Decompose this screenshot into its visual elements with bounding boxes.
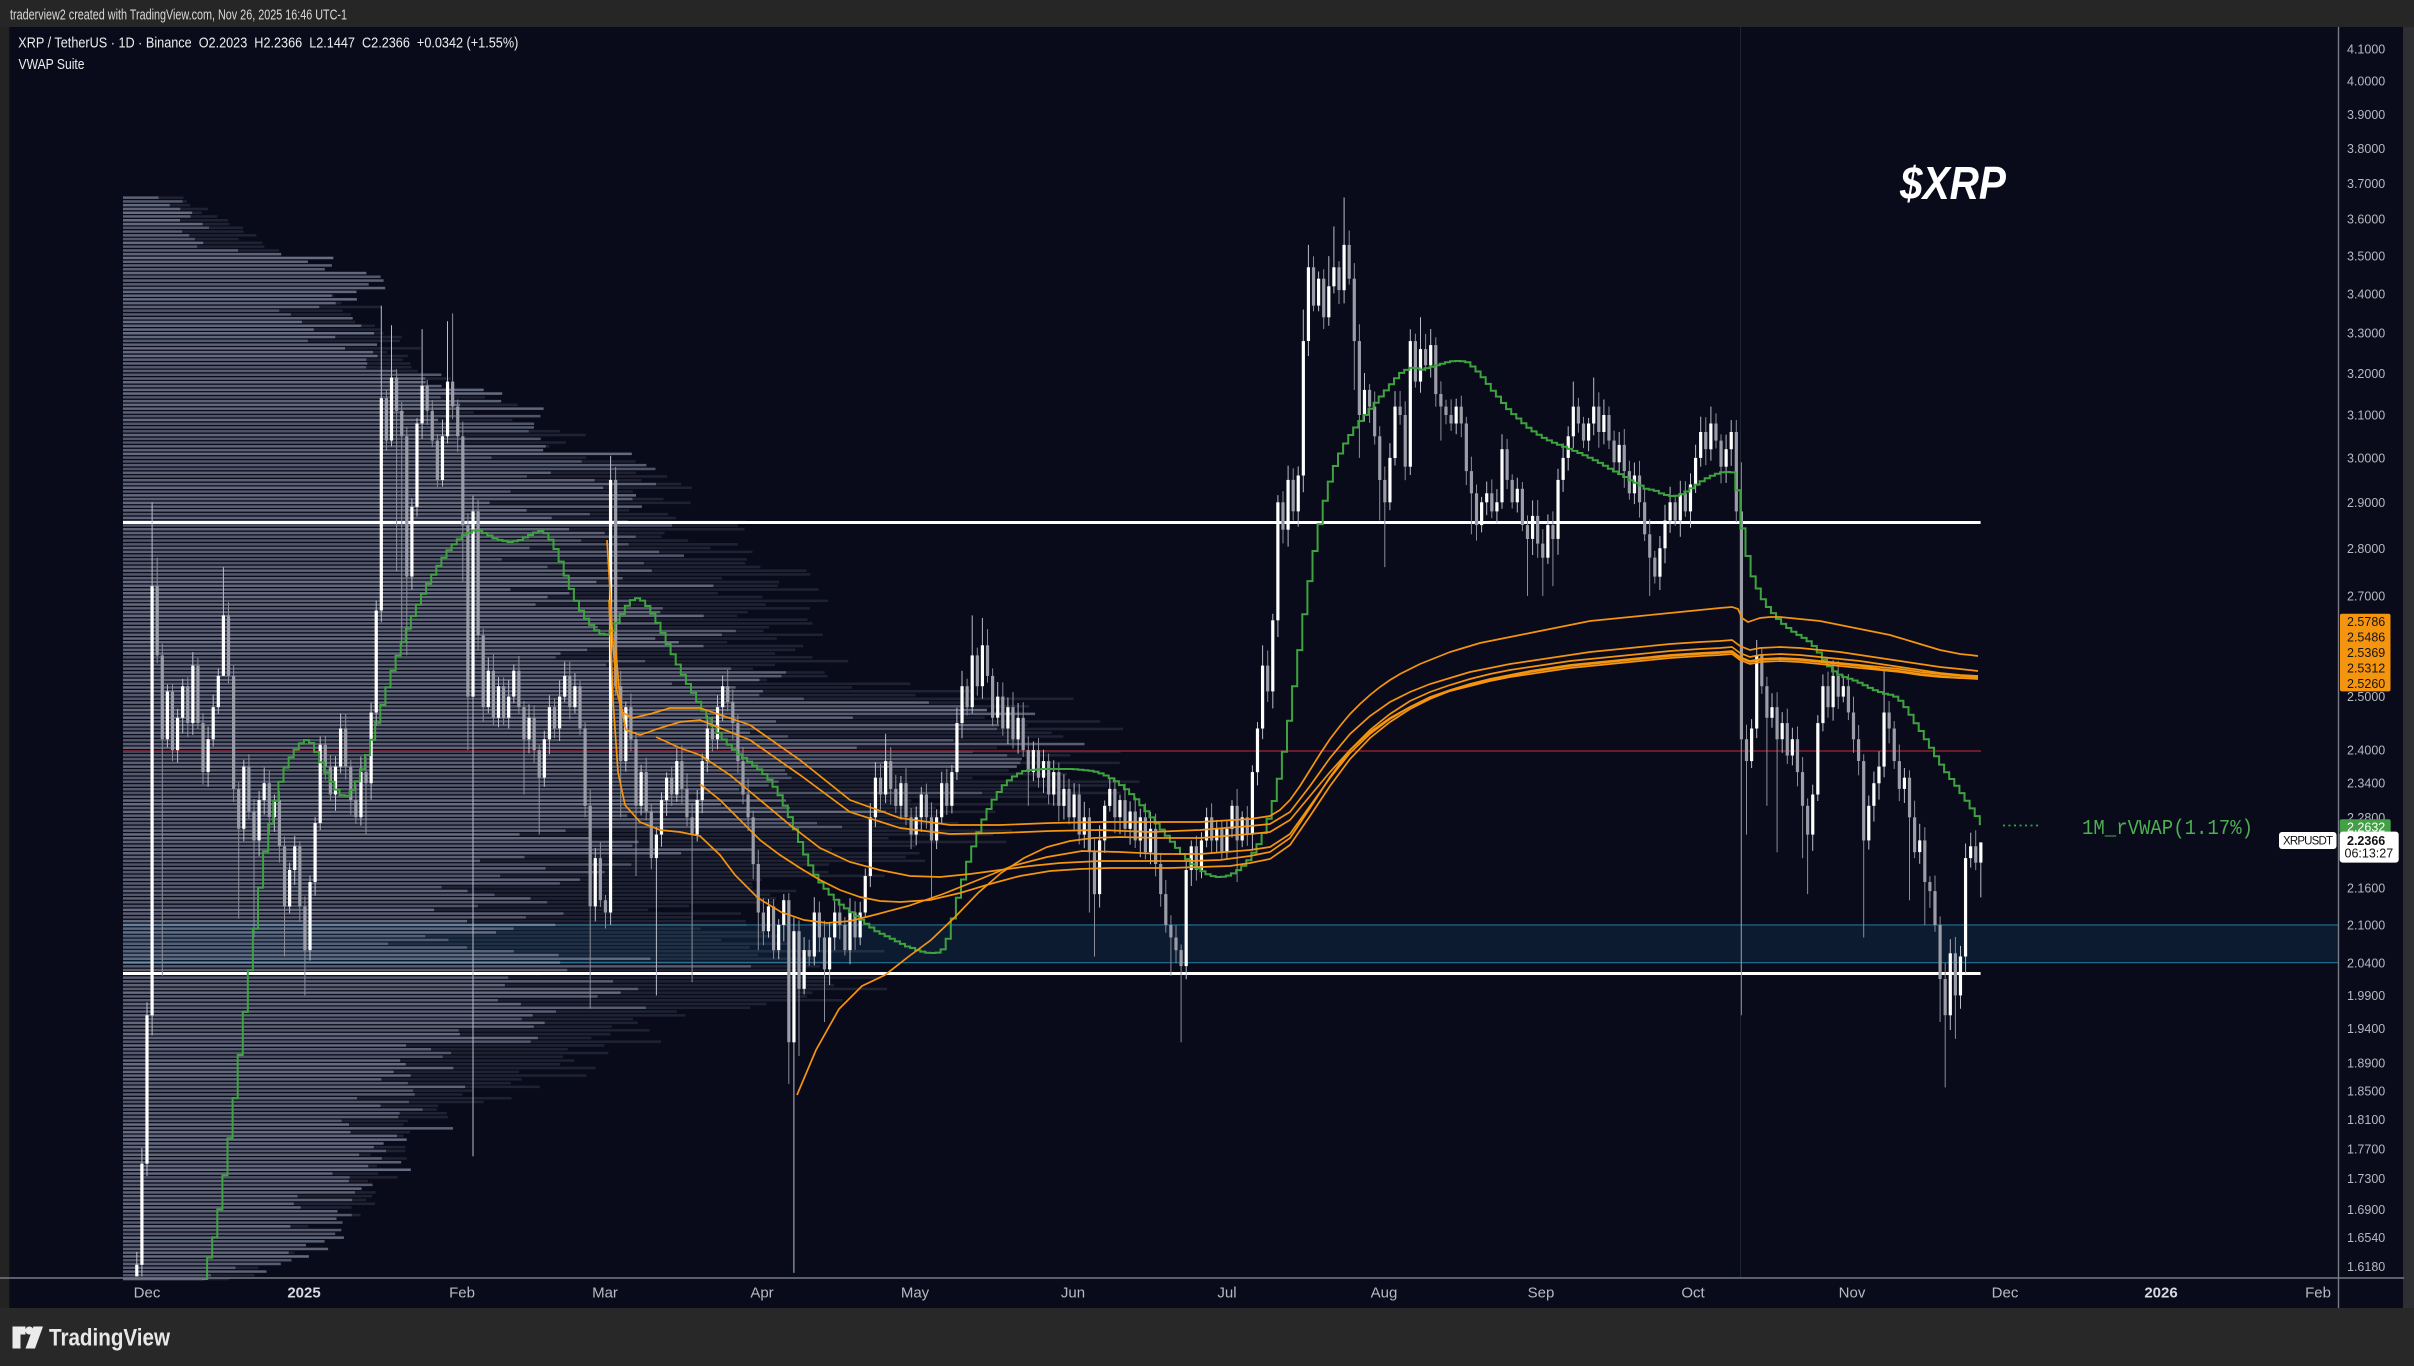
svg-text:2.4000: 2.4000 [2347, 744, 2385, 758]
svg-text:Mar: Mar [592, 1285, 618, 1302]
svg-text:Dec: Dec [134, 1285, 161, 1302]
svg-text:2.7000: 2.7000 [2347, 589, 2385, 603]
svg-text:3.8000: 3.8000 [2347, 142, 2385, 156]
svg-text:2.8000: 2.8000 [2347, 542, 2385, 556]
svg-text:Nov: Nov [1839, 1285, 1866, 1302]
svg-text:3.2000: 3.2000 [2347, 367, 2385, 381]
svg-text:4.0000: 4.0000 [2347, 75, 2385, 89]
svg-text:VWAP Suite: VWAP Suite [19, 56, 85, 73]
svg-text:1.8500: 1.8500 [2347, 1084, 2385, 1098]
svg-text:1.6900: 1.6900 [2347, 1203, 2385, 1217]
svg-text:May: May [901, 1285, 930, 1302]
svg-text:1.8900: 1.8900 [2347, 1056, 2385, 1070]
svg-text:Dec: Dec [1992, 1285, 2019, 1302]
svg-text:2.2632: 2.2632 [2347, 820, 2385, 834]
svg-text:2.5260: 2.5260 [2347, 677, 2385, 691]
svg-text:Jun: Jun [1061, 1285, 1085, 1302]
svg-text:3.7000: 3.7000 [2347, 177, 2385, 191]
svg-text:TradingView: TradingView [49, 1325, 171, 1352]
svg-text:XRPUSDT: XRPUSDT [2283, 836, 2333, 848]
svg-text:traderview2 created with Tradi: traderview2 created with TradingView.com… [10, 7, 347, 24]
svg-text:Sep: Sep [1528, 1285, 1555, 1302]
svg-text:XRP / TetherUS · 1D · Binance: XRP / TetherUS · 1D · Binance O2.2023 H2… [18, 35, 518, 52]
svg-text:Jul: Jul [1217, 1285, 1236, 1302]
svg-text:2.5312: 2.5312 [2347, 661, 2385, 675]
svg-text:1.9400: 1.9400 [2347, 1022, 2385, 1036]
svg-text:2026: 2026 [2144, 1285, 2177, 1302]
svg-text:1.8100: 1.8100 [2347, 1113, 2385, 1127]
svg-text:1.9900: 1.9900 [2347, 989, 2385, 1003]
svg-text:2.3400: 2.3400 [2347, 777, 2385, 791]
svg-text:Aug: Aug [1371, 1285, 1398, 1302]
svg-text:3.5000: 3.5000 [2347, 250, 2385, 264]
svg-text:2.5786: 2.5786 [2347, 615, 2385, 629]
svg-text:2.2366: 2.2366 [2347, 834, 2385, 848]
svg-text:1.6180: 1.6180 [2347, 1260, 2385, 1274]
svg-text:$XRP: $XRP [1899, 157, 2006, 209]
svg-text:2.1000: 2.1000 [2347, 918, 2385, 932]
svg-text:2.9000: 2.9000 [2347, 496, 2385, 510]
svg-text:2.5369: 2.5369 [2347, 646, 2385, 660]
svg-text:1.7300: 1.7300 [2347, 1172, 2385, 1186]
svg-text:06:13:27: 06:13:27 [2345, 847, 2394, 861]
svg-text:Oct: Oct [1681, 1285, 1705, 1302]
svg-text:3.9000: 3.9000 [2347, 108, 2385, 122]
svg-text:3.0000: 3.0000 [2347, 451, 2385, 465]
svg-text:2025: 2025 [287, 1285, 320, 1302]
svg-text:3.4000: 3.4000 [2347, 288, 2385, 302]
svg-text:1M_rVWAP(1.17%): 1M_rVWAP(1.17%) [2082, 818, 2253, 841]
svg-text:3.6000: 3.6000 [2347, 213, 2385, 227]
svg-text:2.0400: 2.0400 [2347, 956, 2385, 970]
svg-text:2.5486: 2.5486 [2347, 630, 2385, 644]
svg-text:2.1600: 2.1600 [2347, 882, 2385, 896]
svg-text:1.7700: 1.7700 [2347, 1142, 2385, 1156]
svg-text:1.6540: 1.6540 [2347, 1231, 2385, 1245]
svg-text:3.1000: 3.1000 [2347, 409, 2385, 423]
svg-text:Apr: Apr [750, 1285, 773, 1302]
svg-text:Feb: Feb [2305, 1285, 2331, 1302]
svg-text:2.5000: 2.5000 [2347, 690, 2385, 704]
svg-text:4.1000: 4.1000 [2347, 42, 2385, 56]
svg-text:3.3000: 3.3000 [2347, 327, 2385, 341]
svg-text:Feb: Feb [449, 1285, 475, 1302]
